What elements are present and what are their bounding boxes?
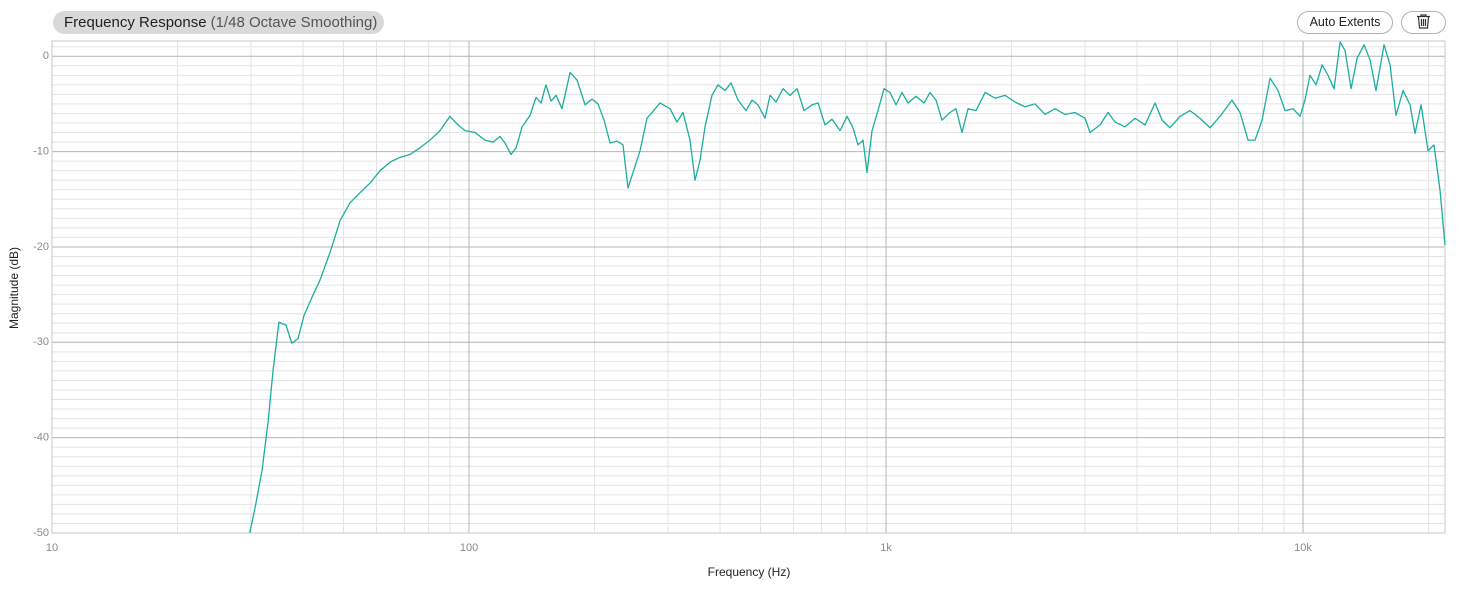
y-axis-label: Magnitude (dB) [7, 247, 21, 329]
y-tick-label: -10 [33, 146, 49, 158]
button-label[interactable]: Auto Extents [1310, 15, 1381, 29]
plot [249, 41, 1446, 534]
plot-frame [51, 40, 1446, 534]
x-tick-label: 100 [460, 542, 478, 554]
title-pill [53, 11, 384, 34]
button-frame[interactable] [1297, 11, 1393, 34]
x-tick-label: 10k [1294, 542, 1312, 554]
chart-title-group: Frequency Response (1/48 Octave Smoothing… [64, 14, 377, 31]
x-axis-label: Frequency (Hz) [708, 565, 791, 579]
y-tick-label: -20 [33, 241, 49, 253]
chart-subtitle: (1/48 Octave Smoothing) [211, 14, 378, 31]
trash-icon [1417, 14, 1430, 29]
y-tick-label: -40 [33, 432, 49, 444]
response-line [249, 41, 1446, 534]
delete-button[interactable] [1401, 11, 1446, 34]
grid [51, 41, 1445, 534]
auto-extents-button[interactable]: Auto Extents [1297, 11, 1393, 34]
chart-title: Frequency Response [64, 14, 207, 31]
x-tick-label: 1k [880, 542, 892, 554]
y-tick-label: 0 [43, 50, 49, 62]
y-tick-label: -50 [33, 527, 49, 539]
x-tick-label: 10 [46, 542, 58, 554]
y-tick-label: -30 [33, 336, 49, 348]
